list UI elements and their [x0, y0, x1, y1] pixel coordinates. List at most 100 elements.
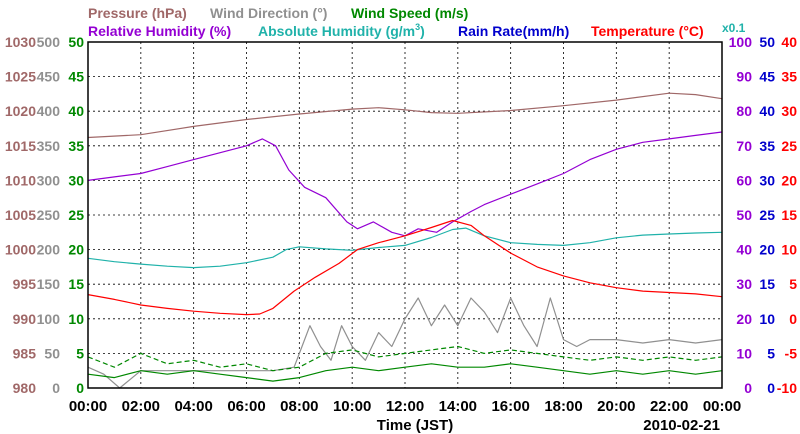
y-tick-wind_speed: 15 [68, 276, 84, 292]
y-tick-wind_direction: 300 [37, 172, 61, 188]
y-tick-temperature: -5 [785, 345, 798, 361]
y-tick-wind_speed: 35 [68, 138, 84, 154]
y-tick-pressure: 980 [13, 380, 37, 396]
series-absolute-humidity [87, 227, 723, 269]
series-temperature [87, 219, 723, 316]
y-tick-humidity: 20 [736, 311, 752, 327]
y-tick-rain_rate: 50 [759, 34, 775, 50]
grid [88, 42, 722, 388]
y-tick-rain_rate: 30 [759, 172, 775, 188]
series-wind-direction [87, 297, 723, 389]
legend-temperature: Temperature (°C) [591, 23, 704, 39]
series-relative-humidity [87, 131, 723, 237]
y-tick-humidity: 50 [736, 207, 752, 223]
y-tick-wind_direction: 350 [37, 138, 61, 154]
y-tick-humidity: 40 [736, 242, 752, 258]
y-tick-humidity: 0 [744, 380, 752, 396]
x-tick-label: 16:00 [491, 398, 529, 415]
y-tick-wind_speed: 20 [68, 242, 84, 258]
plot-frame [87, 41, 723, 389]
y-tick-temperature: 35 [781, 69, 797, 85]
y-tick-pressure: 1015 [5, 138, 36, 154]
y-tick-wind_direction: 200 [37, 242, 61, 258]
x-tick-label: 02:00 [122, 398, 160, 415]
x-tick-label: 04:00 [174, 398, 212, 415]
legend-absolute-humidity-unit: (g/m [386, 23, 416, 39]
y-tick-rain_rate: 15 [759, 276, 775, 292]
y-tick-pressure: 995 [13, 276, 37, 292]
legend-absolute-humidity-sup: 3 [415, 22, 420, 32]
series-pressure [87, 92, 723, 139]
legend-absolute-humidity-name: Absolute Humidity [258, 23, 382, 39]
y-tick-humidity: 30 [736, 276, 752, 292]
y-tick-rain_rate: 5 [767, 345, 775, 361]
y-tick-wind_speed: 5 [76, 345, 84, 361]
legend-wind-speed: Wind Speed (m/s) [351, 5, 468, 21]
y-tick-temperature: 10 [781, 242, 797, 258]
y-tick-humidity: 80 [736, 103, 752, 119]
y-tick-temperature: 20 [781, 172, 797, 188]
y-tick-wind_direction: 450 [37, 69, 61, 85]
legend-wind-direction: Wind Direction (°) [210, 5, 327, 21]
y-tick-wind_direction: 500 [37, 34, 61, 50]
axis-labels: 00:00 02:00 04:00 06:00 08:00 10:00 12:00 14:00… [5, 34, 797, 415]
y-tick-wind_speed: 10 [68, 311, 84, 327]
legend-relative-humidity: Relative Humidity (%) [88, 23, 231, 39]
legend-absolute-humidity: Absolute Humidity (g/m3) [258, 22, 425, 39]
x-tick-label: 18:00 [544, 398, 582, 415]
y-tick-pressure: 985 [13, 345, 37, 361]
y-tick-wind_speed: 25 [68, 207, 84, 223]
series-wind-speed [87, 363, 723, 382]
y-tick-humidity: 60 [736, 172, 752, 188]
legend-pressure: Pressure (hPa) [88, 5, 187, 21]
x-tick-label: 00:00 [69, 398, 107, 415]
y-tick-pressure: 1025 [5, 69, 36, 85]
x-tick-label: 00:00 [703, 398, 741, 415]
y-tick-rain_rate: 0 [767, 380, 775, 396]
y-tick-wind_direction: 50 [44, 345, 60, 361]
y-tick-wind_speed: 45 [68, 69, 84, 85]
y-tick-humidity: 90 [736, 69, 752, 85]
x-tick-label: 14:00 [439, 398, 477, 415]
y-tick-temperature: 15 [781, 207, 797, 223]
y-tick-wind_direction: 400 [37, 103, 61, 119]
legend-absolute-humidity-close: ) [420, 23, 425, 39]
y-tick-temperature: 30 [781, 103, 797, 119]
abs-humidity-scale-note: x0.1 [722, 21, 746, 35]
x-tick-label: 22:00 [650, 398, 688, 415]
series-layer [87, 92, 723, 389]
x-axis-label: Time (JST) [377, 417, 453, 434]
legend-rain-rate: Rain Rate(mm/h) [458, 23, 569, 39]
y-tick-pressure: 1030 [5, 34, 36, 50]
y-tick-humidity: 10 [736, 345, 752, 361]
x-tick-label: 20:00 [597, 398, 635, 415]
y-tick-temperature: 5 [789, 276, 797, 292]
y-tick-humidity: 100 [729, 34, 753, 50]
chart-date: 2010-02-21 [643, 417, 720, 434]
x-tick-label: 12:00 [386, 398, 424, 415]
y-tick-wind_direction: 100 [37, 311, 61, 327]
y-tick-wind_direction: 150 [37, 276, 61, 292]
y-tick-wind_direction: 250 [37, 207, 61, 223]
y-tick-rain_rate: 45 [759, 69, 775, 85]
y-tick-temperature: -10 [777, 380, 797, 396]
y-tick-pressure: 1020 [5, 103, 36, 119]
x-tick-label: 08:00 [280, 398, 318, 415]
y-tick-wind_direction: 0 [52, 380, 60, 396]
y-tick-wind_speed: 30 [68, 172, 84, 188]
y-tick-humidity: 70 [736, 138, 752, 154]
y-tick-temperature: 25 [781, 138, 797, 154]
y-tick-pressure: 1005 [5, 207, 36, 223]
y-tick-pressure: 1000 [5, 242, 36, 258]
x-tick-label: 10:00 [333, 398, 371, 415]
y-tick-wind_speed: 40 [68, 103, 84, 119]
x-tick-label: 06:00 [227, 398, 265, 415]
y-tick-rain_rate: 35 [759, 138, 775, 154]
y-tick-pressure: 990 [13, 311, 37, 327]
y-tick-rain_rate: 25 [759, 207, 775, 223]
y-tick-rain_rate: 20 [759, 242, 775, 258]
y-tick-wind_speed: 0 [76, 380, 84, 396]
y-tick-wind_speed: 50 [68, 34, 84, 50]
y-tick-rain_rate: 10 [759, 311, 775, 327]
